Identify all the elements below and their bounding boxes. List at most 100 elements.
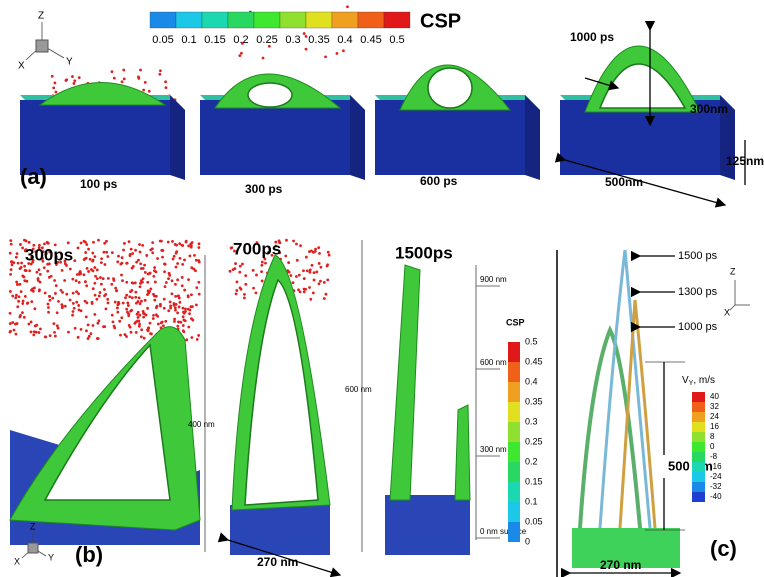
atom (303, 290, 306, 293)
colorbar-label: 0.1 (181, 34, 196, 46)
atom (232, 268, 235, 271)
atom (10, 243, 13, 246)
colorbar-swatch (508, 402, 520, 422)
atom (16, 252, 19, 255)
atom (167, 277, 170, 280)
atom (152, 275, 155, 278)
atom (122, 302, 125, 305)
atom (52, 322, 55, 325)
atom (19, 283, 22, 286)
atom (91, 252, 94, 255)
colorbar-label: -40 (710, 492, 722, 501)
atom (264, 262, 267, 265)
atom (138, 243, 141, 246)
atom (134, 249, 137, 252)
atom (18, 295, 21, 298)
atom (142, 267, 145, 270)
atom (116, 311, 119, 314)
atom (104, 263, 107, 266)
atom (46, 270, 49, 273)
atom (53, 279, 56, 282)
unit: , m/s (693, 375, 715, 386)
colorbar-swatch (692, 432, 705, 442)
atom (25, 280, 28, 283)
atom (244, 274, 247, 277)
atom (169, 301, 172, 304)
atom (175, 244, 178, 247)
atom (145, 254, 148, 257)
atom (77, 336, 80, 339)
atom (114, 287, 117, 290)
atom (172, 258, 175, 261)
atom (86, 267, 89, 270)
atom (147, 329, 150, 332)
atom (176, 311, 179, 314)
atom (78, 281, 81, 284)
axis-label: X (14, 556, 20, 566)
atom (140, 300, 143, 303)
atom (139, 262, 142, 265)
atom (33, 286, 36, 289)
atom (77, 247, 80, 250)
colorbar-b: 0.50.450.40.350.30.250.20.150.10.050 (508, 336, 543, 546)
atom (171, 240, 174, 243)
atom (33, 330, 36, 333)
colorbar-label: 0.3 (285, 34, 300, 46)
atom (149, 288, 152, 291)
atom (11, 263, 14, 266)
atom (128, 295, 131, 298)
atom (183, 289, 186, 292)
atom (174, 283, 177, 286)
atom (127, 314, 130, 317)
panel-label: (c) (710, 536, 737, 561)
atom (38, 331, 41, 334)
atom (193, 254, 196, 257)
atom (25, 240, 28, 243)
atom (168, 274, 171, 277)
atom (157, 323, 160, 326)
colorbar-label: 8 (710, 432, 715, 441)
snapshot-1500ps (385, 265, 470, 555)
snapshot-label: 600 ps (420, 174, 458, 188)
atom (93, 266, 96, 269)
atom (54, 292, 57, 295)
atom (299, 244, 302, 247)
atom (140, 328, 143, 331)
colorbar-a: 0.050.10.150.20.250.30.350.40.450.5 (150, 12, 410, 46)
axis-triad: Z X (724, 266, 750, 317)
atom (91, 301, 94, 304)
atom (243, 296, 246, 299)
atom (284, 255, 287, 258)
atom (103, 251, 106, 254)
atom (183, 259, 186, 262)
atom (195, 286, 198, 289)
atom (65, 78, 68, 81)
atom (298, 274, 301, 277)
atom (239, 286, 242, 289)
colorbar-label: 16 (710, 422, 719, 431)
atom (313, 271, 316, 274)
atom (302, 269, 305, 272)
colorbar-label: 0.2 (233, 34, 248, 46)
atom (35, 324, 38, 327)
atom (155, 295, 158, 298)
atom (159, 303, 162, 306)
axis-label: Y (66, 57, 73, 68)
atom (55, 91, 58, 94)
atom (306, 269, 309, 272)
atom (57, 300, 60, 303)
atom (326, 278, 329, 281)
atom (17, 300, 20, 303)
atom (190, 246, 193, 249)
atom (122, 249, 125, 252)
atom (255, 274, 258, 277)
colorbar-label: 0.1 (525, 496, 538, 506)
atom (84, 280, 87, 283)
atom (98, 295, 101, 298)
atom (252, 269, 255, 272)
atom (9, 322, 12, 325)
atom (67, 331, 70, 334)
atom (15, 333, 18, 336)
atom (15, 294, 18, 297)
atom (121, 279, 124, 282)
